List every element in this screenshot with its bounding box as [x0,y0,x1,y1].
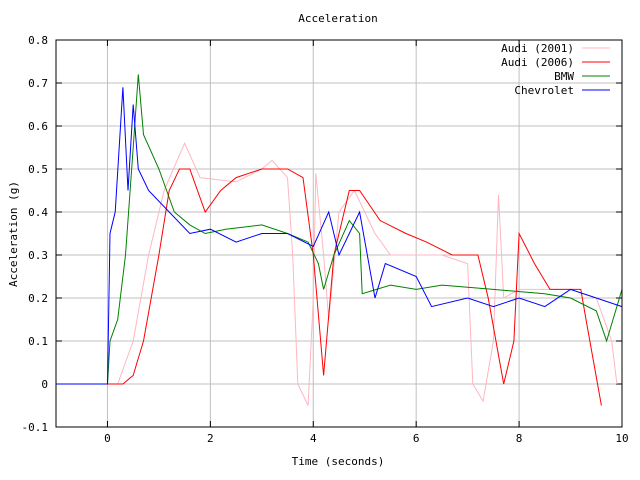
chart-title: Acceleration [298,12,377,25]
plot-frame [55,39,623,428]
y-tick-label: 0.2 [28,292,48,305]
x-tick-label: 6 [413,432,420,445]
legend-label: Chevrolet [514,84,574,97]
legend-label: Audi (2001) [501,42,574,55]
y-axis-label: Acceleration (g) [7,181,20,287]
y-tick-label: 0 [41,378,48,391]
y-tick-label: -0.1 [22,421,49,434]
y-tick-label: 0.4 [28,206,48,219]
y-tick-label: 0.7 [28,77,48,90]
series-line-audi-2001- [56,141,618,406]
x-tick-label: 4 [310,432,317,445]
series-line-audi-2006- [56,168,602,406]
series-line-chevrolet [56,87,623,385]
series-lines [56,74,623,406]
y-tick-label: 0.8 [28,34,48,47]
legend-label: BMW [554,70,574,83]
axis-ticks: -0.1 0 0.1 0.2 0.3 0.4 0.5 0.6 0.7 0.8 0 2 4 6 8 10 [22,34,629,445]
y-tick-label: 0.3 [28,249,48,262]
x-axis-label: Time (seconds) [292,455,385,468]
x-tick-label: 0 [104,432,111,445]
y-tick-label: 0.6 [28,120,48,133]
series-line-bmw [56,74,623,385]
x-tick-label: 8 [516,432,523,445]
x-tick-label: 2 [207,432,214,445]
legend-label: Audi (2006) [501,56,574,69]
x-tick-label: 10 [615,432,628,445]
y-tick-label: 0.1 [28,335,48,348]
y-tick-label: 0.5 [28,163,48,176]
